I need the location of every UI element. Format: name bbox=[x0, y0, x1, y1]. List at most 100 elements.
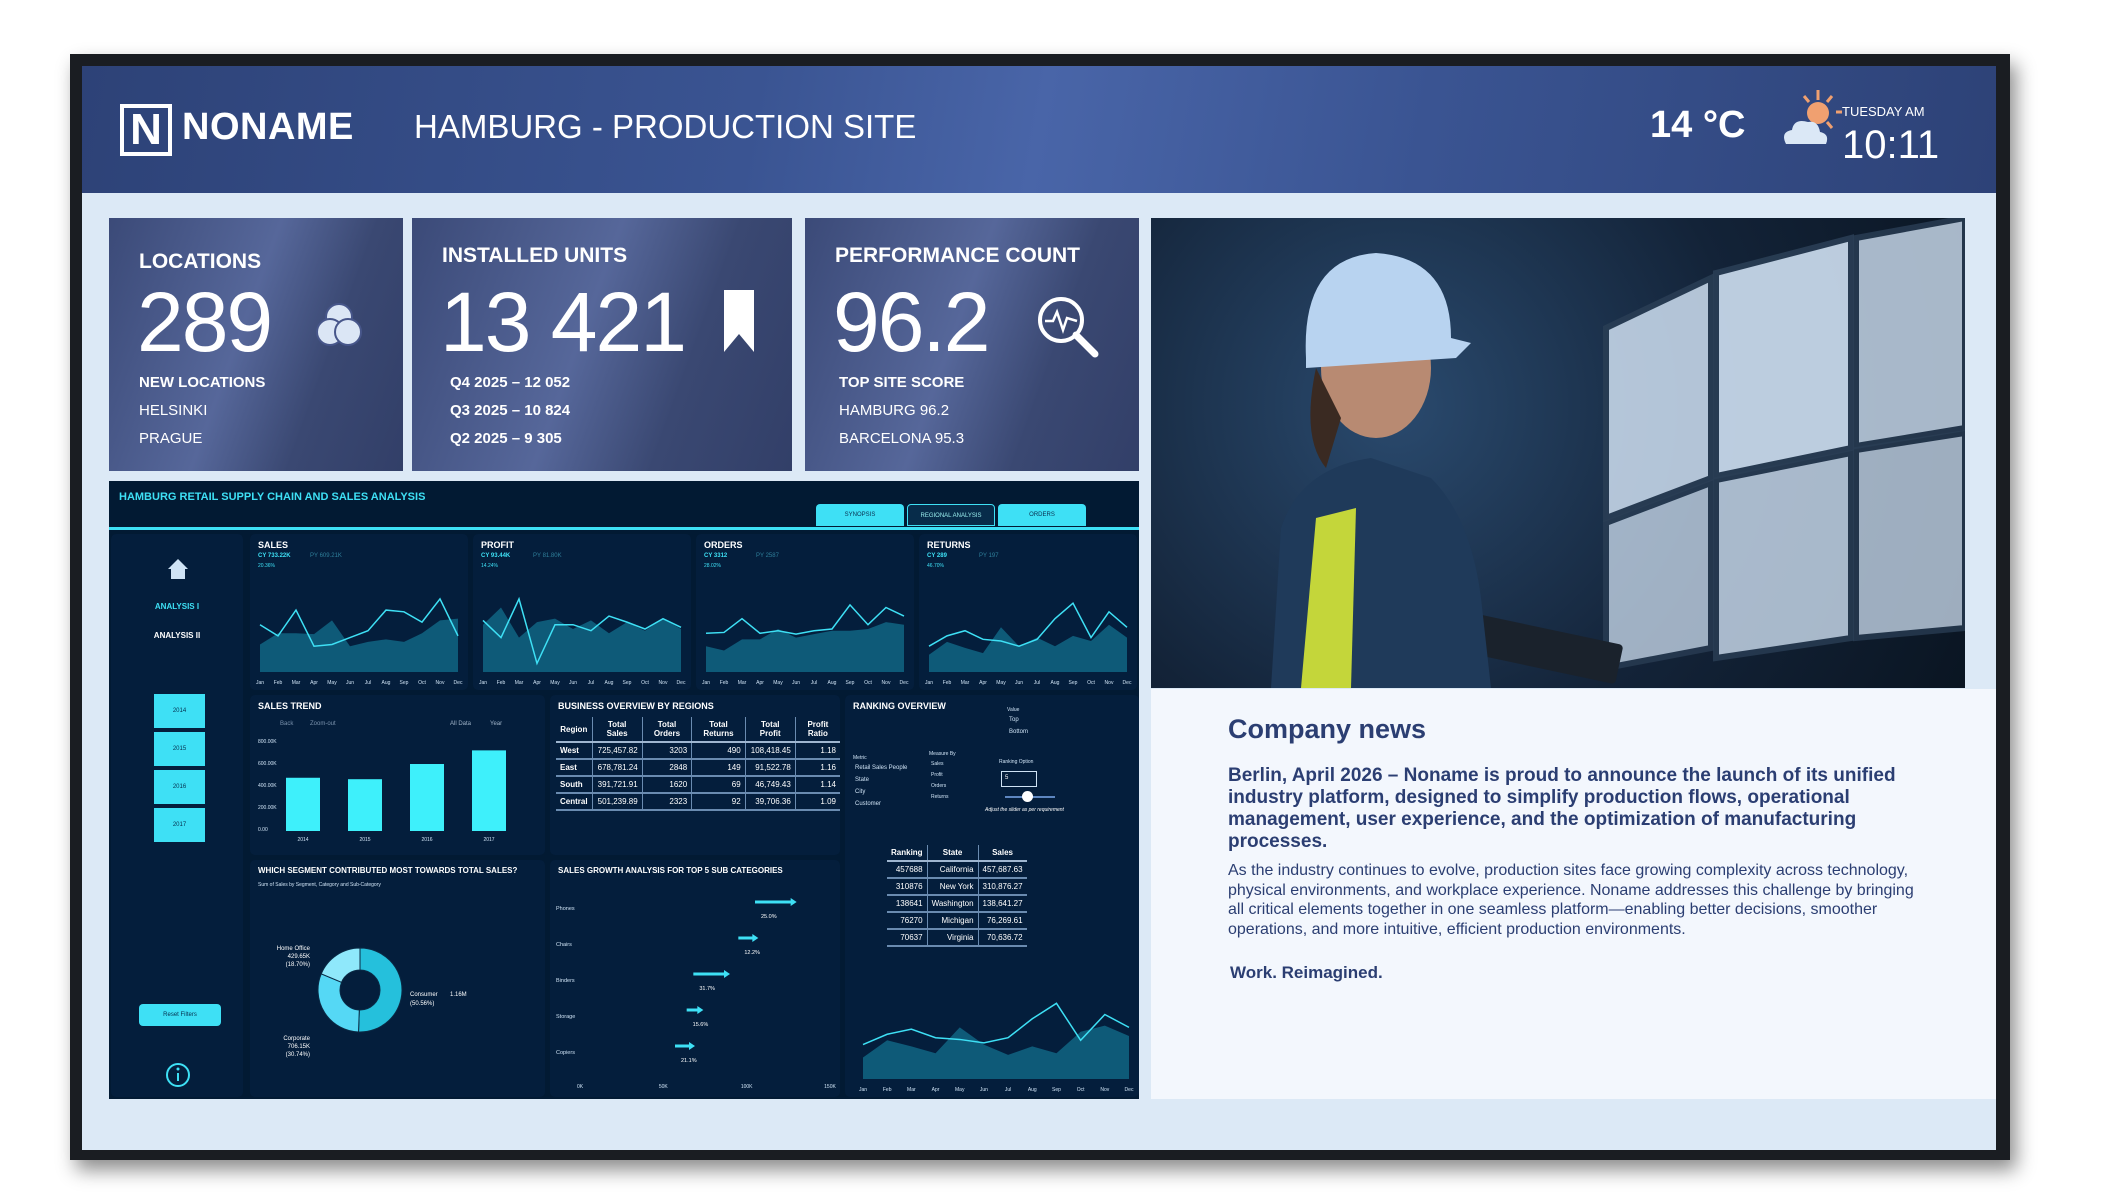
current-year-value: CY 93.44K bbox=[481, 553, 511, 559]
x-tick: 50K bbox=[659, 1084, 669, 1090]
column-header[interactable]: Ranking bbox=[887, 845, 928, 862]
radio-measure[interactable]: Sales bbox=[931, 761, 944, 767]
column-header[interactable]: Total Sales bbox=[591, 717, 643, 743]
month-tick: Jun bbox=[980, 1087, 988, 1093]
x-tick: 2017 bbox=[483, 837, 494, 843]
month-tick: Mar bbox=[292, 680, 301, 686]
month-tick: Feb bbox=[883, 1087, 892, 1093]
y-tick: 600.00K bbox=[258, 761, 277, 767]
radio-top[interactable]: Top bbox=[1009, 717, 1019, 723]
table-cell: 1620 bbox=[641, 776, 692, 794]
home-icon[interactable] bbox=[167, 558, 189, 580]
month-tick: Jan bbox=[479, 680, 487, 686]
month-tick: Oct bbox=[1087, 680, 1095, 686]
year-button-2017[interactable]: 2017 bbox=[154, 808, 205, 842]
all-data-dropdown[interactable]: All Data bbox=[450, 721, 472, 727]
slice-corporate bbox=[317, 973, 360, 1033]
month-tick: Sep bbox=[1052, 1087, 1061, 1093]
radio-measure[interactable]: Orders bbox=[931, 783, 947, 789]
year-dropdown[interactable]: Year bbox=[490, 721, 503, 727]
back-button[interactable]: Back bbox=[280, 721, 294, 727]
year-button-2014[interactable]: 2014 bbox=[154, 694, 205, 728]
table-cell: 310,876.27 bbox=[977, 878, 1027, 896]
table-cell: 138,641.27 bbox=[977, 895, 1027, 913]
column-header[interactable]: Region bbox=[556, 717, 593, 743]
table-cell: 1.09 bbox=[794, 793, 840, 811]
tab-regional-analysis[interactable]: REGIONAL ANALYSIS bbox=[907, 504, 995, 526]
radio-measure[interactable]: Profit bbox=[931, 772, 943, 778]
table-cell: New York bbox=[926, 878, 979, 896]
month-tick: Aug bbox=[605, 680, 614, 686]
month-tick: May bbox=[996, 680, 1006, 686]
table-cell: California bbox=[926, 861, 979, 879]
table-cell: 310876 bbox=[887, 878, 928, 896]
month-tick: Apr bbox=[979, 680, 987, 686]
previous-year-value: PY 609.21K bbox=[310, 553, 342, 559]
column-header[interactable]: Total Returns bbox=[691, 717, 746, 743]
growth-percent: 12.2% bbox=[744, 950, 760, 956]
table-cell: Central bbox=[556, 793, 593, 811]
month-tick: Sep bbox=[623, 680, 632, 686]
kpi-card-locations: LOCATIONS 289 NEW LOCATIONS HELSINKI PRA… bbox=[109, 218, 403, 471]
tab-orders[interactable]: ORDERS bbox=[998, 504, 1086, 526]
radio-bottom[interactable]: Bottom bbox=[1009, 729, 1029, 735]
table-cell: Michigan bbox=[926, 912, 979, 930]
business-overview-table: Region Total Sales Total Orders Total Retur… bbox=[556, 717, 840, 811]
news-heading: Company news bbox=[1228, 714, 1427, 744]
radio-metric[interactable]: Customer bbox=[855, 801, 882, 807]
reset-filters-button[interactable]: Reset Filters bbox=[139, 1004, 221, 1026]
month-tick: Oct bbox=[864, 680, 872, 686]
info-icon[interactable] bbox=[165, 1062, 191, 1088]
month-tick: May bbox=[955, 1087, 965, 1093]
month-tick: May bbox=[327, 680, 337, 686]
radio-measure[interactable]: Returns bbox=[931, 794, 949, 800]
year-button-2016[interactable]: 2016 bbox=[154, 770, 205, 804]
column-header[interactable]: Sales bbox=[977, 845, 1027, 862]
column-header[interactable]: State bbox=[926, 845, 979, 862]
slice-consumer bbox=[358, 947, 403, 1033]
magnifier-pulse-icon bbox=[1038, 297, 1099, 358]
table-cell: 92 bbox=[691, 793, 746, 811]
month-tick: Dec bbox=[677, 680, 686, 686]
card-title: PERFORMANCE COUNT bbox=[835, 244, 1080, 267]
radio-metric[interactable]: Retail Sales People bbox=[855, 765, 908, 771]
month-tick: Feb bbox=[720, 680, 729, 686]
sales-growth-panel: SALES GROWTH ANALYSIS FOR TOP 5 SUB CATE… bbox=[550, 860, 840, 1097]
table-cell: 457,687.63 bbox=[977, 861, 1027, 879]
zoom-out-button[interactable]: Zoom-out bbox=[310, 721, 336, 727]
logo-icon: N bbox=[120, 104, 172, 156]
radio-metric[interactable]: City bbox=[855, 789, 866, 795]
radio-metric[interactable]: State bbox=[855, 777, 870, 783]
year-button-2015[interactable]: 2015 bbox=[154, 732, 205, 766]
header: N NONAME HAMBURG - PRODUCTION SITE 14 °C… bbox=[82, 66, 1996, 193]
ranking-slider-handle[interactable] bbox=[1022, 791, 1033, 802]
column-header[interactable]: Total Orders bbox=[641, 717, 692, 743]
table-cell: 3203 bbox=[641, 742, 692, 760]
business-overview-panel: BUSINESS OVERVIEW BY REGIONS Region Total… bbox=[550, 695, 840, 855]
bookmark-icon bbox=[724, 290, 754, 352]
kpi-panel-returns: RETURNS CY 289 PY 197 46.70% Jan Feb Mar Apr May… bbox=[919, 534, 1137, 690]
table-cell: 457688 bbox=[887, 861, 928, 879]
month-tick: Jun bbox=[569, 680, 577, 686]
ranking-option-input[interactable]: 5 bbox=[1001, 771, 1037, 787]
month-tick: Mar bbox=[738, 680, 747, 686]
card-value: 13 421 bbox=[440, 275, 687, 369]
table-cell: 76270 bbox=[887, 912, 928, 930]
panel-title: RANKING OVERVIEW bbox=[853, 701, 946, 711]
column-header[interactable]: Total Profit bbox=[744, 717, 796, 743]
month-tick: Apr bbox=[533, 680, 541, 686]
tab-synopsis[interactable]: SYNOPSIS bbox=[816, 504, 904, 526]
news-content: Company news Berlin, April 2026 – Noname… bbox=[1228, 713, 1928, 983]
signage-screen: N NONAME HAMBURG - PRODUCTION SITE 14 °C… bbox=[82, 66, 1996, 1150]
venn-circles-icon bbox=[316, 303, 362, 346]
table-cell: 2323 bbox=[641, 793, 692, 811]
company-news-panel: Company news Berlin, April 2026 – Noname… bbox=[1151, 689, 1996, 1099]
brand-name: NONAME bbox=[182, 106, 354, 148]
table-cell: South bbox=[556, 776, 593, 794]
py-area bbox=[260, 618, 458, 672]
month-tick: May bbox=[550, 680, 560, 686]
nav-analysis-ii[interactable]: ANALYSIS II bbox=[153, 631, 201, 640]
nav-analysis-i[interactable]: ANALYSIS I bbox=[154, 602, 200, 611]
table-row: Central 501,239.89 2323 92 39,706.36 1.09 bbox=[556, 793, 840, 811]
column-header[interactable]: Profit Ratio bbox=[794, 717, 840, 743]
